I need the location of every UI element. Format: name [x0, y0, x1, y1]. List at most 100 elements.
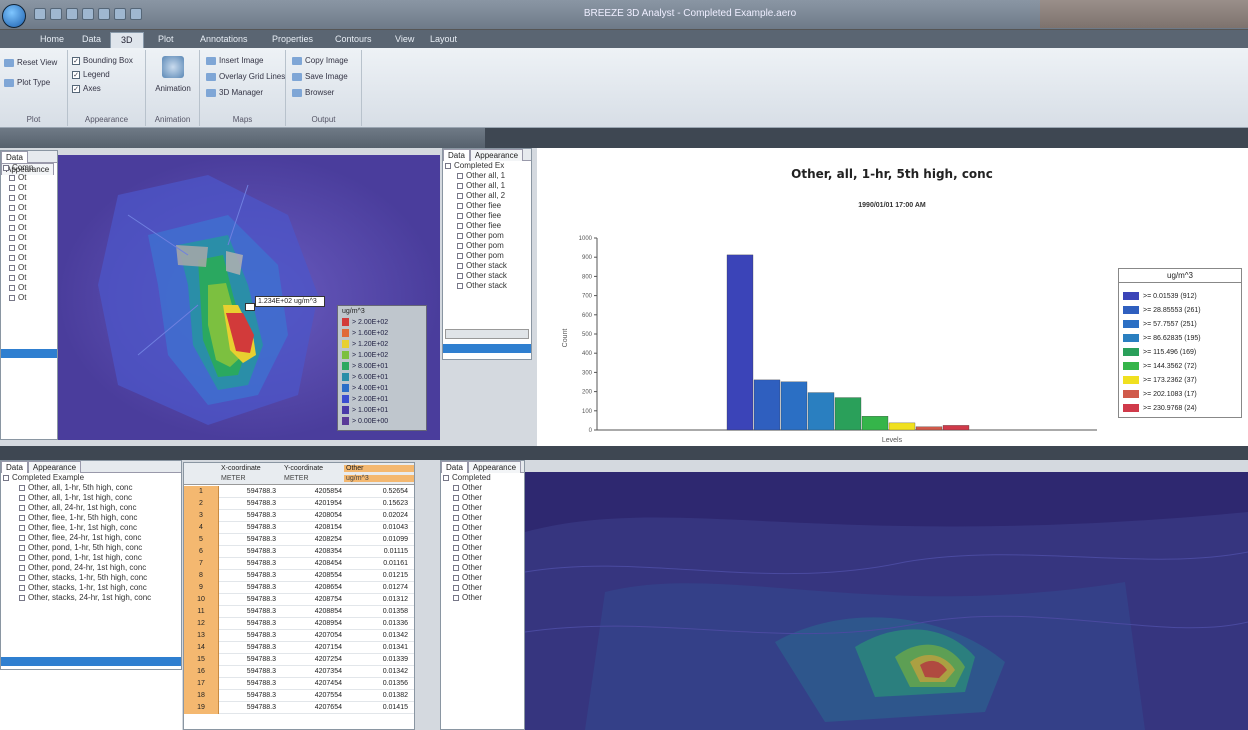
new-icon[interactable] [34, 8, 46, 20]
tree-item[interactable]: Ot [1, 193, 57, 203]
table-cell[interactable]: 594788.3 [246, 560, 276, 567]
visibility-checkbox[interactable] [457, 252, 463, 259]
save-image-button[interactable]: Save Image [292, 72, 348, 81]
visibility-checkbox[interactable] [457, 202, 463, 209]
tree-item[interactable]: Other, all, 24-hr, 1st high, conc [1, 503, 181, 513]
visibility-checkbox[interactable] [3, 164, 9, 171]
visibility-checkbox[interactable] [9, 264, 15, 271]
table-row[interactable]: 11 594788.3 4208854 0.01358 [184, 606, 414, 618]
visibility-checkbox[interactable] [457, 242, 463, 249]
visibility-checkbox[interactable] [19, 564, 25, 571]
tab-3d[interactable]: 3D [110, 32, 144, 48]
tree-root[interactable]: Completed Example [1, 473, 181, 483]
table-cell[interactable]: 4208354 [314, 548, 342, 555]
row-number[interactable]: 12 [184, 618, 219, 630]
table-cell[interactable]: 594788.3 [246, 620, 276, 627]
visibility-checkbox[interactable] [457, 222, 463, 229]
tab-appearance[interactable]: Appearance [467, 461, 522, 473]
table-cell[interactable]: 594788.3 [246, 680, 276, 687]
app-menu-button[interactable] [2, 4, 26, 28]
table-cell[interactable]: 594788.3 [246, 668, 276, 675]
tab-data[interactable]: Data [1, 151, 28, 163]
table-cell[interactable]: 4208054 [314, 512, 342, 519]
row-number[interactable]: 18 [184, 690, 219, 702]
visibility-checkbox[interactable] [19, 524, 25, 531]
legend-checkbox[interactable]: ✓ Legend [72, 70, 110, 79]
bar[interactable] [888, 422, 916, 431]
visibility-checkbox[interactable] [453, 524, 459, 531]
tab-layout[interactable]: Layout [430, 34, 458, 44]
row-number[interactable]: 5 [184, 534, 219, 546]
tree-root[interactable]: Comp [1, 163, 57, 173]
tab-home[interactable]: Home [40, 34, 65, 44]
table-cell[interactable]: 4208254 [314, 536, 342, 543]
visibility-checkbox[interactable] [9, 244, 15, 251]
row-number[interactable]: 11 [184, 606, 219, 618]
table-row[interactable]: 8 594788.3 4208554 0.01215 [184, 570, 414, 582]
table-cell[interactable]: 594788.3 [246, 692, 276, 699]
visibility-checkbox[interactable] [9, 184, 15, 191]
tree-item[interactable]: Other, fiee, 24-hr, 1st high, conc [1, 533, 181, 543]
row-number[interactable]: 6 [184, 546, 219, 558]
visibility-checkbox[interactable] [9, 294, 15, 301]
visibility-checkbox[interactable] [453, 514, 459, 521]
column-header[interactable]: Other [344, 465, 414, 472]
tree-item[interactable]: Other pom [443, 231, 531, 241]
tab-data[interactable]: Data [82, 34, 102, 44]
visibility-checkbox[interactable] [19, 504, 25, 511]
visibility-checkbox[interactable] [19, 584, 25, 591]
visibility-checkbox[interactable] [457, 232, 463, 239]
table-cell[interactable]: 4208954 [314, 620, 342, 627]
visibility-checkbox[interactable] [453, 534, 459, 541]
table-cell[interactable]: 4205854 [314, 488, 342, 495]
visibility-checkbox[interactable] [9, 234, 15, 241]
overlay-grid-button[interactable]: Overlay Grid Lines [206, 72, 285, 81]
redo-icon[interactable] [98, 8, 110, 20]
window-controls[interactable] [1040, 0, 1248, 28]
table-row[interactable]: 2 594788.3 4201954 0.15623 [184, 498, 414, 510]
bar[interactable] [861, 416, 889, 431]
table-cell[interactable]: 4208554 [314, 572, 342, 579]
tree-item[interactable]: Other fiee [443, 201, 531, 211]
tab-contours[interactable]: Contours [335, 34, 372, 44]
tab-data[interactable]: Data [441, 461, 468, 473]
row-number[interactable]: 19 [184, 702, 219, 714]
table-cell[interactable]: 4207454 [314, 680, 342, 687]
row-number[interactable]: 14 [184, 642, 219, 654]
tab-annotations[interactable]: Annotations [200, 34, 248, 44]
table-cell[interactable]: 4208154 [314, 524, 342, 531]
tree-item[interactable]: Other, all, 1-hr, 5th high, conc [1, 483, 181, 493]
tree-item[interactable]: Other, pond, 1-hr, 5th high, conc [1, 543, 181, 553]
visibility-checkbox[interactable] [9, 274, 15, 281]
table-row[interactable]: 4 594788.3 4208154 0.01043 [184, 522, 414, 534]
tree-item[interactable]: Other, fiee, 1-hr, 5th high, conc [1, 513, 181, 523]
open-icon[interactable] [50, 8, 62, 20]
visibility-checkbox[interactable] [19, 594, 25, 601]
horizontal-scrollbar[interactable] [445, 329, 529, 339]
tree-item[interactable]: Other fiee [443, 221, 531, 231]
row-number[interactable]: 2 [184, 498, 219, 510]
visibility-checkbox[interactable] [19, 514, 25, 521]
table-cell[interactable]: 0.01358 [382, 608, 408, 615]
tree-item[interactable]: Other all, 1 [443, 171, 531, 181]
table-row[interactable]: 13 594788.3 4207054 0.01342 [184, 630, 414, 642]
table-cell[interactable]: 0.01356 [382, 680, 408, 687]
bar[interactable] [780, 381, 808, 431]
table-cell[interactable]: 4207354 [314, 668, 342, 675]
tree-item[interactable]: Other [441, 573, 524, 583]
table-row[interactable]: 16 594788.3 4207354 0.01342 [184, 666, 414, 678]
visibility-checkbox[interactable] [9, 254, 15, 261]
table-row[interactable]: 7 594788.3 4208454 0.01161 [184, 558, 414, 570]
table-cell[interactable]: 0.15623 [382, 500, 408, 507]
tree-item[interactable]: Other stack [443, 271, 531, 281]
bar[interactable] [942, 425, 970, 431]
table-cell[interactable]: 594788.3 [246, 524, 276, 531]
table-cell[interactable]: 4207254 [314, 656, 342, 663]
table-row[interactable]: 17 594788.3 4207454 0.01356 [184, 678, 414, 690]
tree-item[interactable]: Other [441, 553, 524, 563]
undo-icon[interactable] [82, 8, 94, 20]
browser-button[interactable]: Browser [292, 88, 334, 97]
visibility-checkbox[interactable] [19, 484, 25, 491]
tree-item[interactable]: Other pom [443, 241, 531, 251]
visibility-checkbox[interactable] [19, 494, 25, 501]
